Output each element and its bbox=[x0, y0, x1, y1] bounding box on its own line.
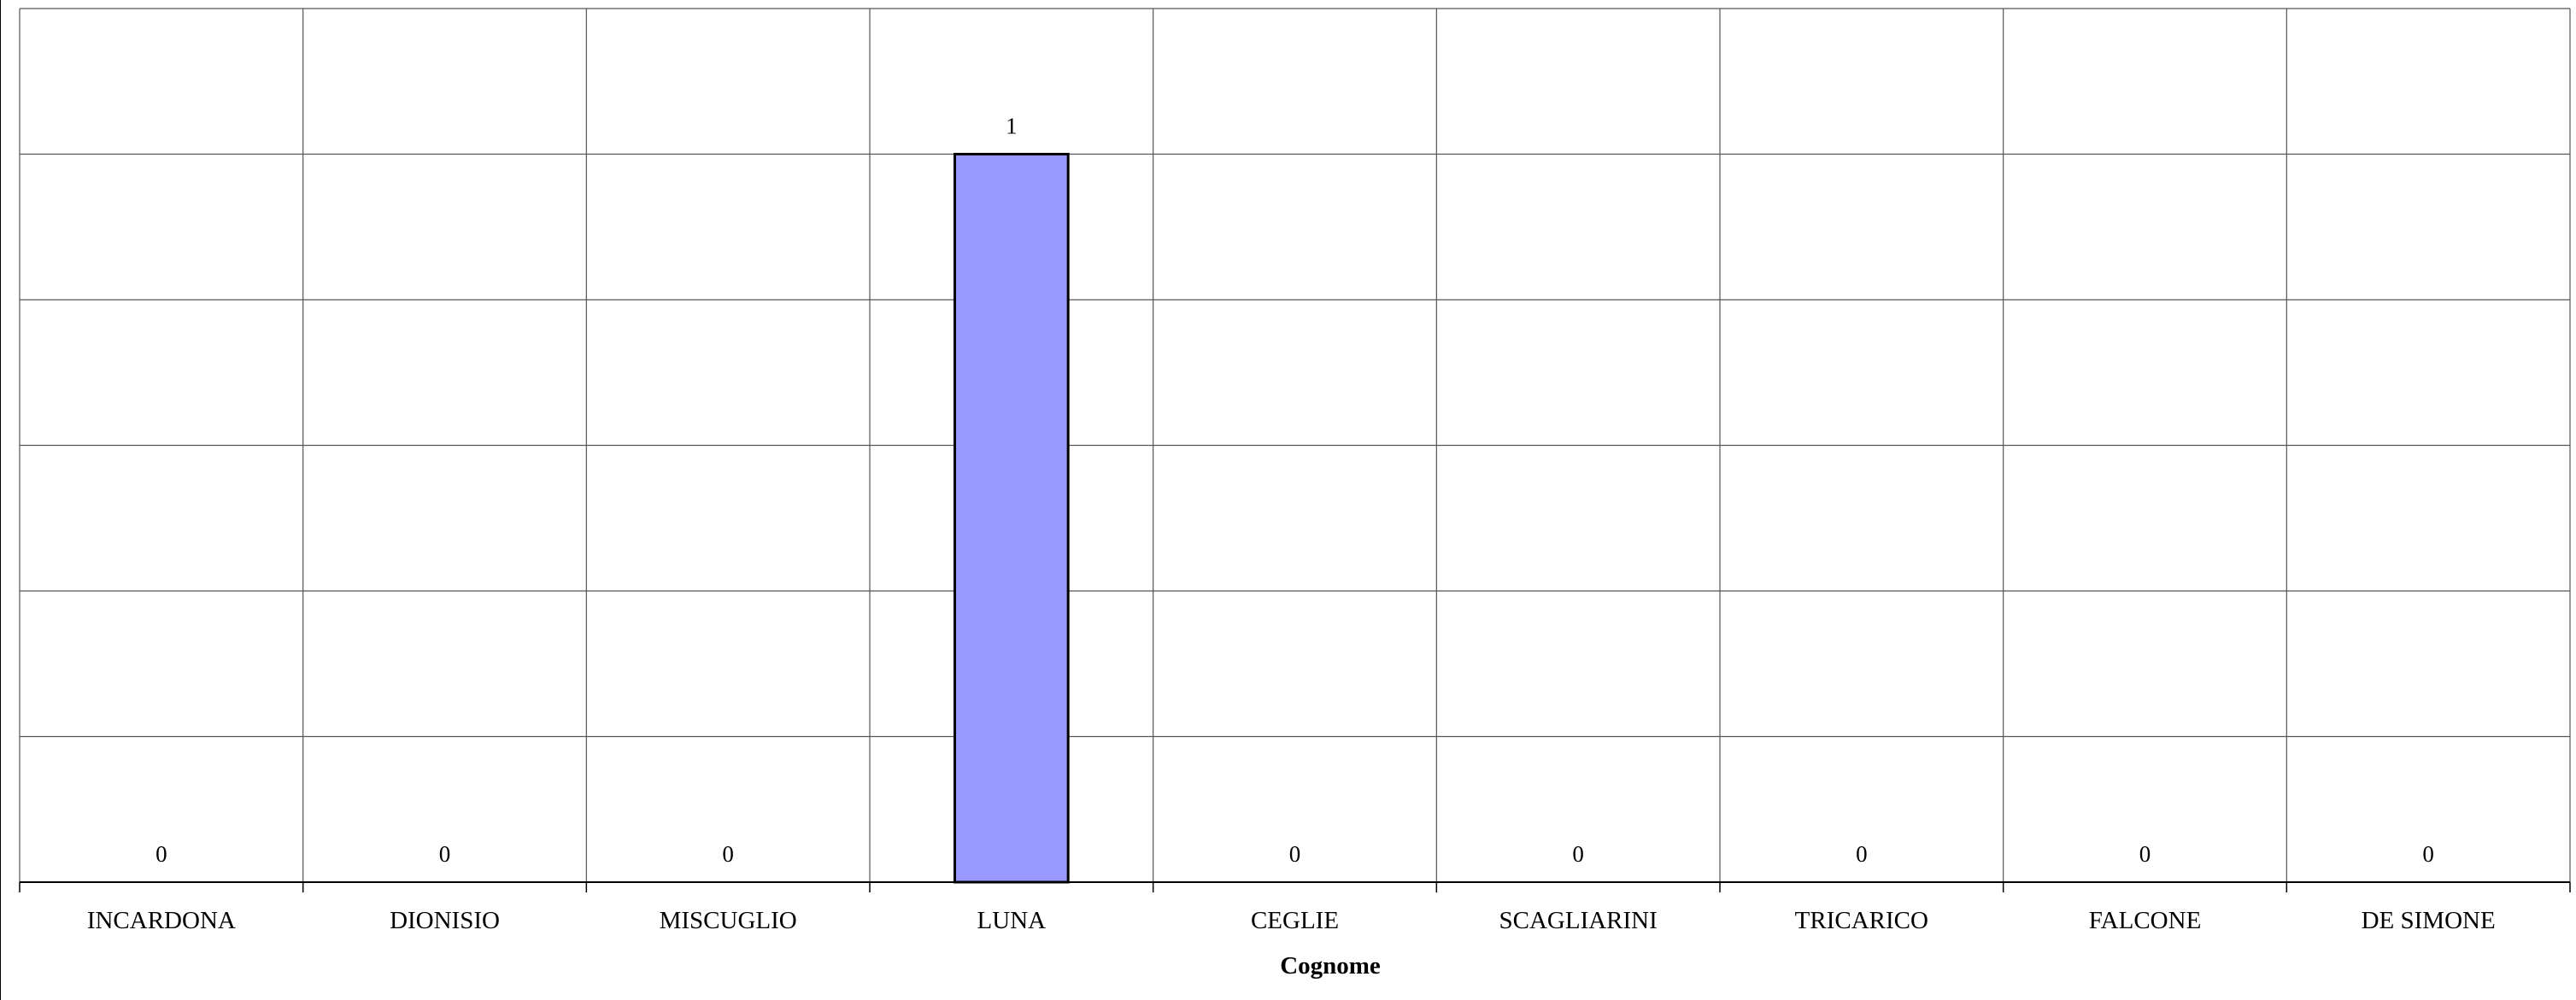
data-label: 0 bbox=[439, 841, 451, 867]
x-tick-label: INCARDONA bbox=[87, 907, 236, 934]
data-label: 0 bbox=[1856, 841, 1868, 867]
data-label: 0 bbox=[2139, 841, 2151, 867]
grid-layer bbox=[19, 8, 2571, 892]
bars-layer bbox=[954, 153, 1070, 884]
x-tick-label: MISCUGLIO bbox=[660, 907, 797, 934]
x-tick-label: CEGLIE bbox=[1251, 907, 1339, 934]
x-axis-title: Cognome bbox=[1280, 952, 1381, 980]
x-tick-label: SCAGLIARINI bbox=[1499, 907, 1658, 934]
data-label: 0 bbox=[1572, 841, 1584, 867]
frame-left-edge bbox=[0, 0, 1, 1000]
data-label: 0 bbox=[722, 841, 734, 867]
data-labels-layer: 0 0 0 1 0 0 0 0 0 bbox=[155, 114, 2434, 868]
data-label: 0 bbox=[155, 841, 167, 867]
x-tick-label: DIONISIO bbox=[390, 907, 500, 934]
bar bbox=[954, 153, 1070, 884]
x-tick-label: TRICARICO bbox=[1795, 907, 1928, 934]
x-tick-labels-layer: INCARDONA DIONISIO MISCUGLIO LUNA CEGLIE SCAG… bbox=[87, 907, 2496, 934]
x-tick-label: FALCONE bbox=[2089, 907, 2202, 934]
data-label: 0 bbox=[1289, 841, 1301, 867]
x-tick-label: LUNA bbox=[977, 907, 1047, 934]
data-label: 0 bbox=[2422, 841, 2434, 867]
data-label: 1 bbox=[1006, 114, 1018, 139]
x-tick-label: DE SIMONE bbox=[2362, 907, 2496, 934]
